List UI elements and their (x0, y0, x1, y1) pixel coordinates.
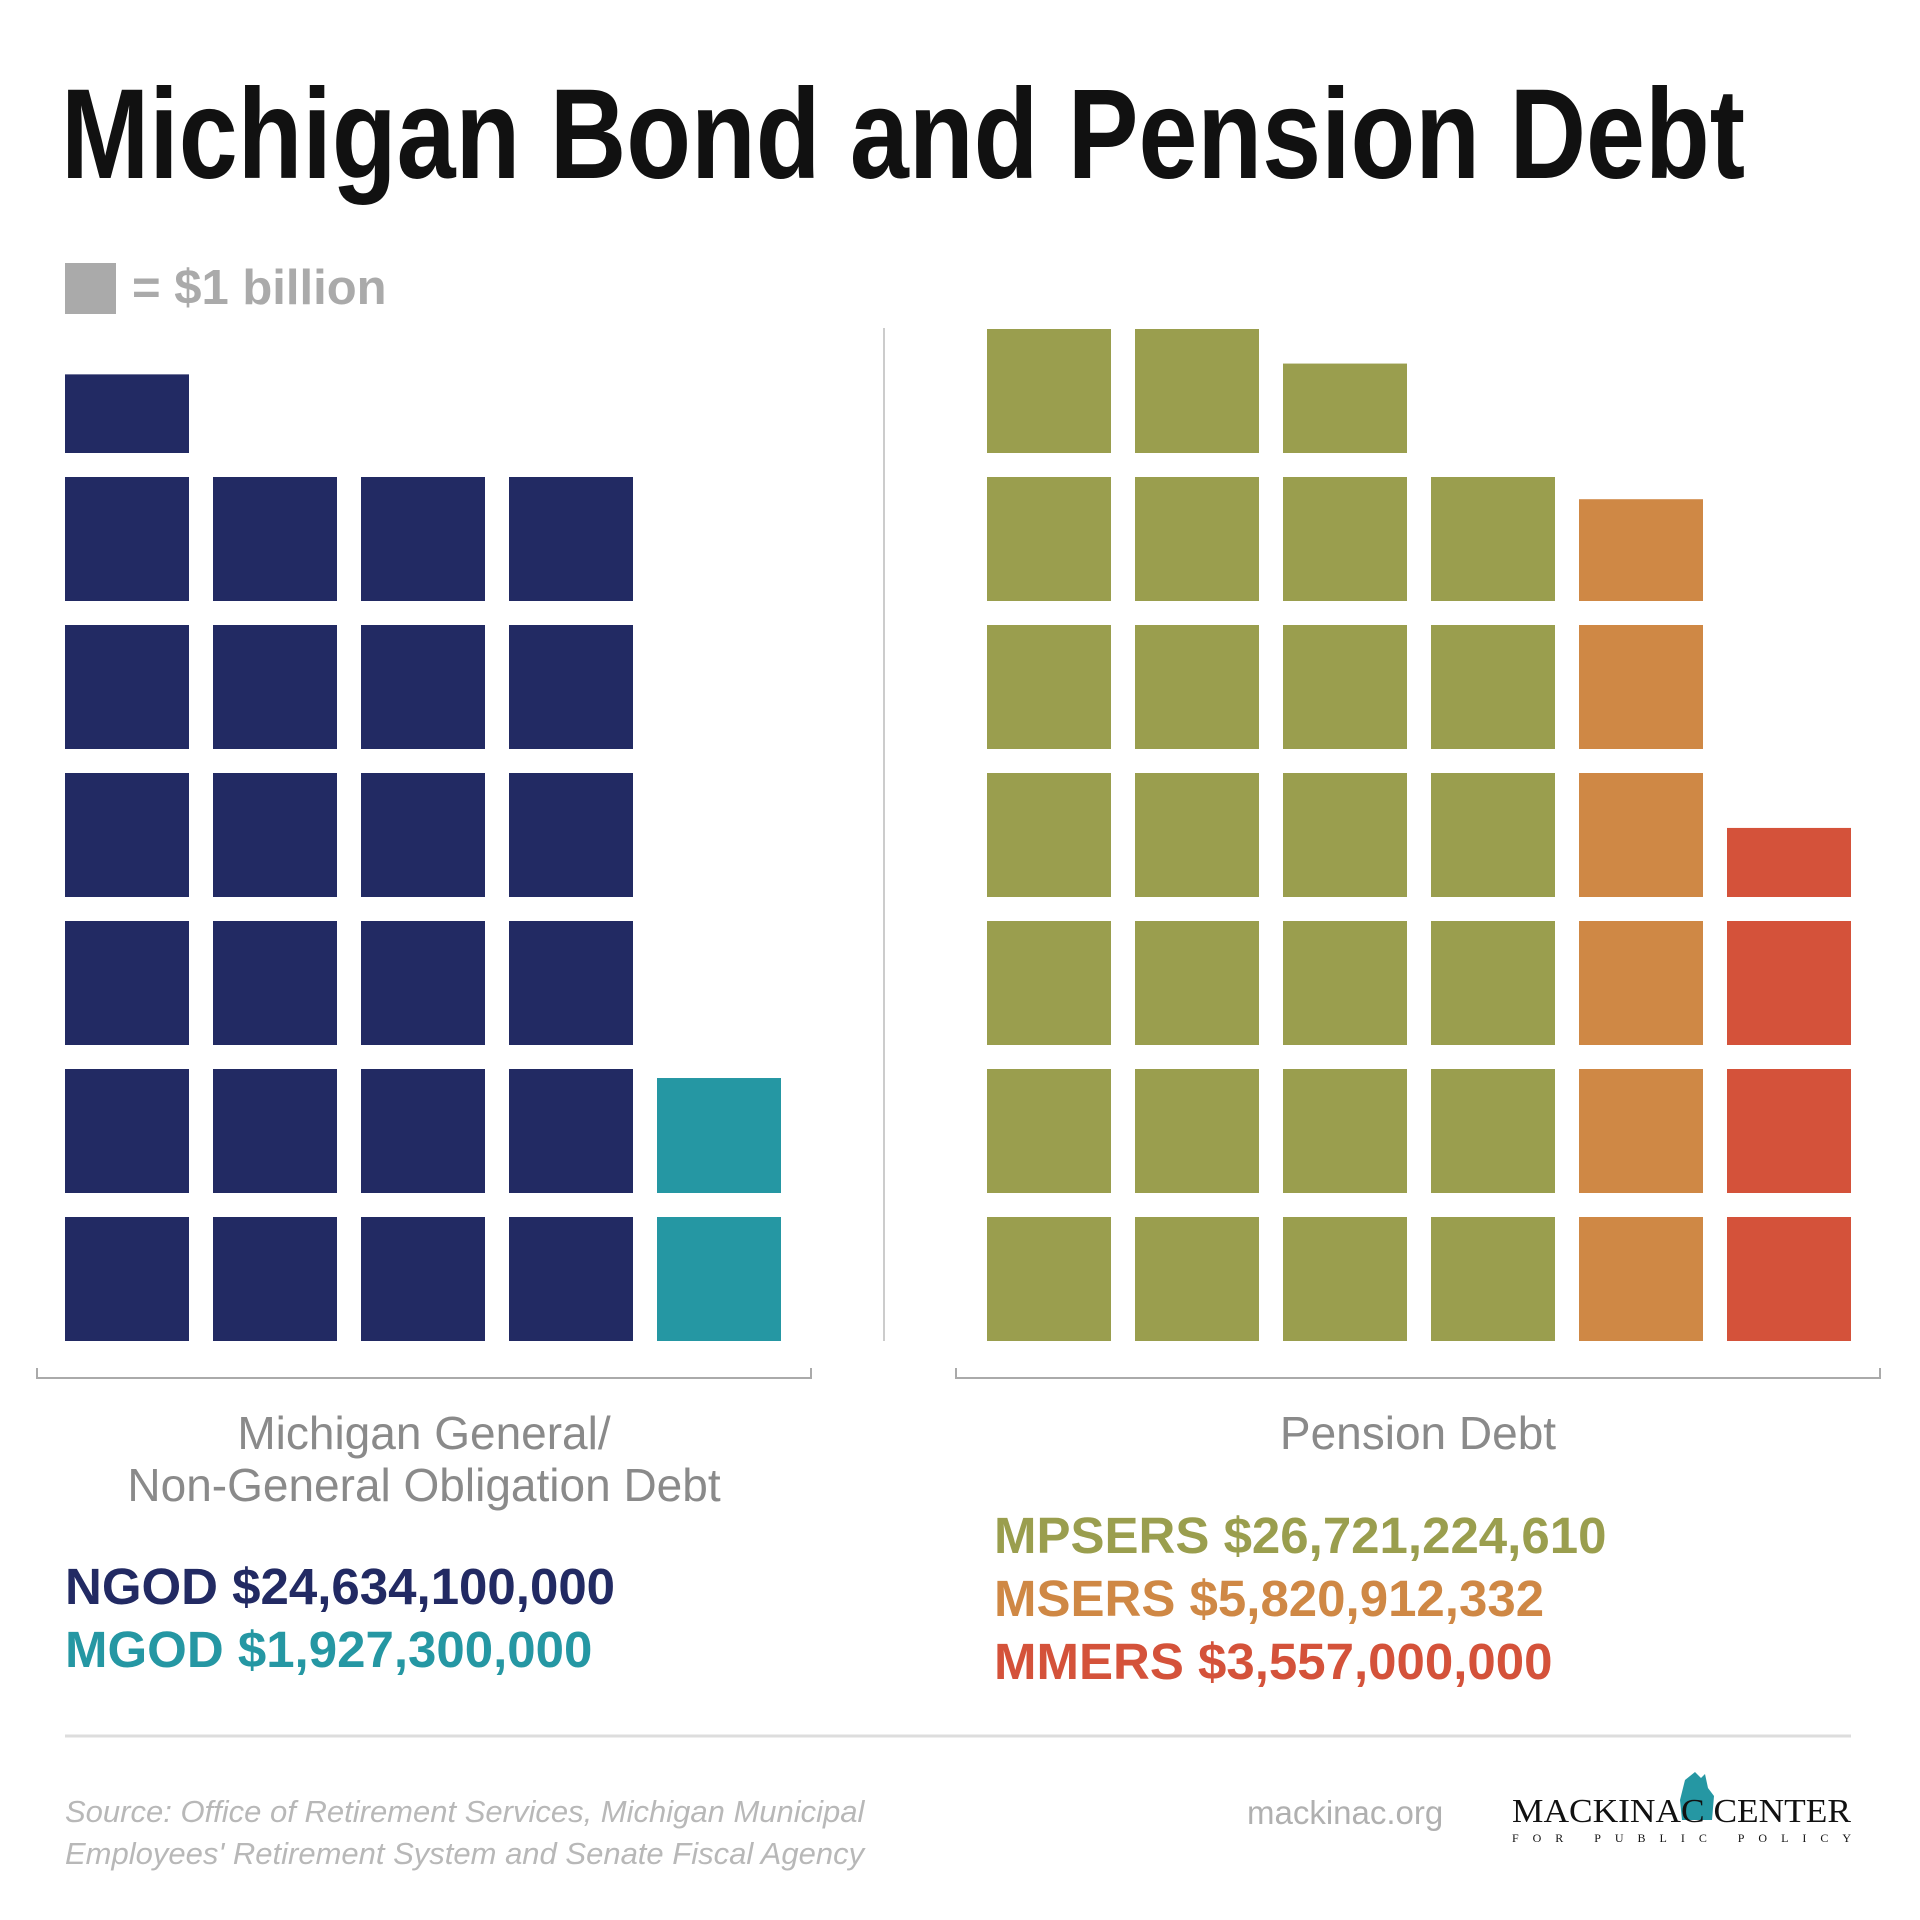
series-label: MMERS $3,557,000,000 (994, 1633, 1553, 1690)
waffle-square (1283, 477, 1407, 601)
waffle-square (1727, 1069, 1851, 1193)
value-label: $5,820,912,332 (1190, 1570, 1545, 1627)
unit-label: = $1 billion (132, 261, 387, 315)
waffle-square (361, 477, 485, 601)
waffle-square (361, 1069, 485, 1193)
logo-tagline: FOR PUBLIC POLICY (1512, 1831, 1851, 1845)
series-label: MPSERS $26,721,224,610 (994, 1507, 1606, 1564)
waffle-square (1727, 1217, 1851, 1341)
waffle-square (361, 1217, 485, 1341)
waffle-square (1283, 1069, 1407, 1193)
waffle-square (987, 477, 1111, 601)
website: mackinac.org (1247, 1794, 1443, 1831)
waffle-square (1135, 1069, 1259, 1193)
legend-name: MMERS (994, 1633, 1184, 1690)
logo-icon (1680, 1772, 1714, 1820)
group-label: Non-General Obligation Debt (127, 1459, 720, 1511)
source: Source: Office of Retirement Services, M… (65, 1794, 866, 1829)
waffle-square (361, 921, 485, 1045)
waffle-square (509, 625, 633, 749)
series-label: NGOD $24,634,100,000 (65, 1558, 615, 1615)
waffle-square (1283, 625, 1407, 749)
waffle-square (987, 773, 1111, 897)
waffle-square (1135, 773, 1259, 897)
waffle-square (509, 477, 633, 601)
bracket (955, 1368, 1881, 1379)
waffle-square (213, 921, 337, 1045)
bracket (36, 1368, 812, 1379)
waffle-square (1283, 921, 1407, 1045)
waffle-square (1135, 329, 1259, 453)
waffle-square (657, 1078, 781, 1193)
waffle-square (65, 921, 189, 1045)
waffle-square (1431, 625, 1555, 749)
legend-name: NGOD (65, 1558, 218, 1615)
waffle-square (65, 477, 189, 601)
waffle-square (213, 773, 337, 897)
group-label: Michigan General/ (237, 1407, 611, 1459)
waffle-square (1727, 921, 1851, 1045)
waffle-square (213, 1217, 337, 1341)
waffle-square (1579, 625, 1703, 749)
waffle-square (65, 773, 189, 897)
waffle-square (1431, 773, 1555, 897)
waffle-square (1283, 363, 1407, 453)
waffle-square (1431, 921, 1555, 1045)
waffle-square (65, 1069, 189, 1193)
waffle-square (1283, 773, 1407, 897)
waffle-square (1135, 477, 1259, 601)
waffle-square (65, 1217, 189, 1341)
waffle-square (1579, 773, 1703, 897)
waffle-square (213, 1069, 337, 1193)
waffle-square (509, 1217, 633, 1341)
waffle-square (509, 1069, 633, 1193)
waffle-square (213, 477, 337, 601)
legend-name: MGOD (65, 1621, 224, 1678)
logo-name: MACKINAC CENTER (1512, 1793, 1851, 1830)
waffle-square (987, 1217, 1111, 1341)
legend-name: MSERS (994, 1570, 1175, 1627)
waffle-square (987, 921, 1111, 1045)
value-label: $26,721,224,610 (1224, 1507, 1607, 1564)
value-label: $3,557,000,000 (1198, 1633, 1553, 1690)
waffle-square (1579, 499, 1703, 601)
waffle-square (1579, 1217, 1703, 1341)
waffle-square (1283, 1217, 1407, 1341)
value-label: $24,634,100,000 (232, 1558, 615, 1615)
waffle-square (1579, 1069, 1703, 1193)
waffle-square (1431, 1217, 1555, 1341)
waffle-square (1431, 477, 1555, 601)
waffle-square (1135, 921, 1259, 1045)
waffle-square (1727, 827, 1851, 897)
unit-swatch (65, 263, 116, 314)
waffle-square (1135, 1217, 1259, 1341)
waffle-square (1579, 921, 1703, 1045)
legend-name: MPSERS (994, 1507, 1209, 1564)
group-label: Pension Debt (1280, 1407, 1556, 1459)
waffle-square (987, 1069, 1111, 1193)
chart-title: Michigan Bond and Pension Debt (61, 63, 1745, 206)
waffle-square (987, 329, 1111, 453)
waffle-square (213, 625, 337, 749)
series-label: MGOD $1,927,300,000 (65, 1621, 592, 1678)
waffle-square (361, 625, 485, 749)
waffle-square (509, 921, 633, 1045)
source: Employees' Retirement System and Senate … (65, 1836, 867, 1871)
waffle-square (361, 773, 485, 897)
value-label: $1,927,300,000 (238, 1621, 593, 1678)
waffle-square (65, 374, 189, 453)
waffle-square (509, 773, 633, 897)
waffle-square (1431, 1069, 1555, 1193)
waffle-square (987, 625, 1111, 749)
series-label: MSERS $5,820,912,332 (994, 1570, 1544, 1627)
waffle-square (1135, 625, 1259, 749)
waffle-square (657, 1217, 781, 1341)
waffle-square (65, 625, 189, 749)
